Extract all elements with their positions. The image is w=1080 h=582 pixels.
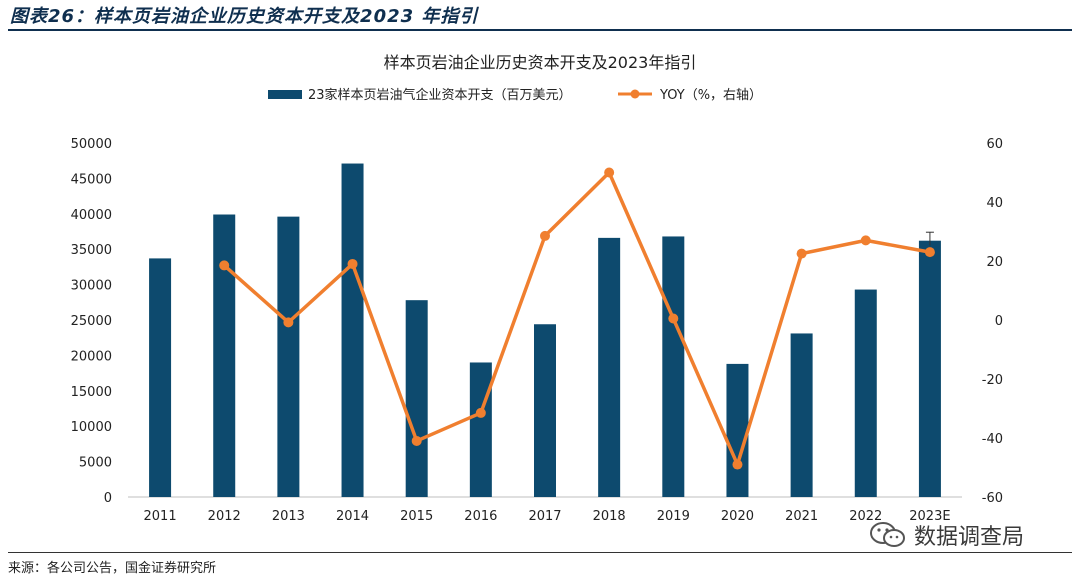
x-tick-label: 2014 — [336, 509, 369, 524]
x-tick-label: 2022 — [849, 509, 882, 524]
watermark-text: 数据调查局 — [914, 525, 1025, 550]
bar — [726, 363, 749, 497]
yoy-point — [411, 435, 422, 446]
y-left-tick-label: 45000 — [71, 172, 112, 187]
y-left-tick-label: 5000 — [79, 456, 112, 471]
y-left-tick-label: 15000 — [71, 385, 112, 400]
legend-line-label: YOY（%，右轴） — [659, 88, 762, 103]
bar — [854, 289, 877, 497]
bar — [918, 240, 941, 498]
x-tick-label: 2023E — [909, 509, 950, 524]
x-tick-label: 2018 — [593, 509, 626, 524]
x-tick-label: 2017 — [528, 509, 561, 524]
bar — [341, 163, 364, 498]
yoy-point — [475, 407, 486, 418]
bar — [469, 362, 492, 497]
legend-bar-label: 23家样本页岩油气企业资本开支（百万美元） — [308, 87, 572, 103]
y-left-tick-label: 0 — [104, 491, 112, 506]
y-left-tick-label: 40000 — [71, 208, 112, 223]
bar — [598, 237, 621, 497]
yoy-point — [732, 459, 743, 470]
y-right-tick-label: 20 — [986, 255, 1003, 270]
figure-header: 图表26：样本页岩油企业历史资本开支及2023 年指引 — [0, 0, 1080, 31]
x-tick-label: 2019 — [657, 509, 690, 524]
chart: 样本页岩油企业历史资本开支及2023年指引 23家样本页岩油气企业资本开支（百万… — [71, 53, 1003, 524]
y-right-tick-label: 60 — [986, 137, 1003, 152]
yoy-point — [796, 248, 807, 259]
wechat-icon — [870, 522, 905, 547]
yoy-point — [347, 258, 358, 269]
yoy-line — [223, 170, 931, 467]
y-left-tick-label: 10000 — [71, 420, 112, 435]
figure-caption: 图表26：样本页岩油企业历史资本开支及2023 年指引 — [10, 6, 479, 27]
legend: 23家样本页岩油气企业资本开支（百万美元） YOY（%，右轴） — [268, 87, 762, 103]
x-tick-label: 2012 — [208, 509, 241, 524]
bar — [213, 214, 236, 497]
x-tick-label: 2021 — [785, 509, 818, 524]
y-right-tick-label: -20 — [982, 373, 1003, 388]
chart-title: 样本页岩油企业历史资本开支及2023年指引 — [384, 53, 697, 72]
yoy-point — [540, 230, 550, 241]
legend-bar-swatch — [268, 90, 302, 99]
bar — [149, 258, 172, 497]
bar — [662, 236, 685, 497]
y-left-tick-label: 50000 — [71, 137, 112, 152]
x-tick-label: 2013 — [272, 509, 305, 524]
plot-area: 0 5000 10000 15000 20000 25000 30000 35000 40000… — [71, 137, 1003, 524]
x-tick-label: 2020 — [721, 509, 754, 524]
yoy-point — [283, 317, 294, 328]
y-right-tick-label: -60 — [982, 491, 1003, 506]
y-left-tick-label: 30000 — [71, 279, 112, 294]
header-rule — [8, 29, 1072, 31]
bar — [405, 300, 428, 497]
legend-line-marker — [630, 89, 640, 99]
bar — [534, 324, 556, 497]
y-right-tick-label: 40 — [986, 196, 1003, 211]
y-left-tick-label: 25000 — [71, 314, 112, 329]
x-tick-label: 2011 — [144, 509, 177, 524]
y-left-tick-label: 20000 — [71, 349, 112, 364]
source-note: 来源：各公司公告，国金证券研究所 — [8, 561, 217, 576]
y-left-tick-label: 35000 — [71, 243, 112, 258]
bar — [277, 216, 300, 497]
watermark: 数据调查局 — [868, 518, 1024, 552]
x-tick-label: 2016 — [464, 509, 497, 524]
yoy-point — [668, 313, 679, 324]
yoy-point — [924, 247, 935, 258]
yoy-point — [604, 167, 615, 178]
x-tick-label: 2015 — [400, 509, 433, 524]
y-right-tick-label: -40 — [982, 432, 1003, 447]
bar — [790, 333, 813, 497]
y-right-tick-label: 0 — [995, 314, 1003, 329]
yoy-point — [219, 260, 230, 271]
footer-rule — [8, 552, 1072, 553]
yoy-point — [860, 235, 871, 246]
